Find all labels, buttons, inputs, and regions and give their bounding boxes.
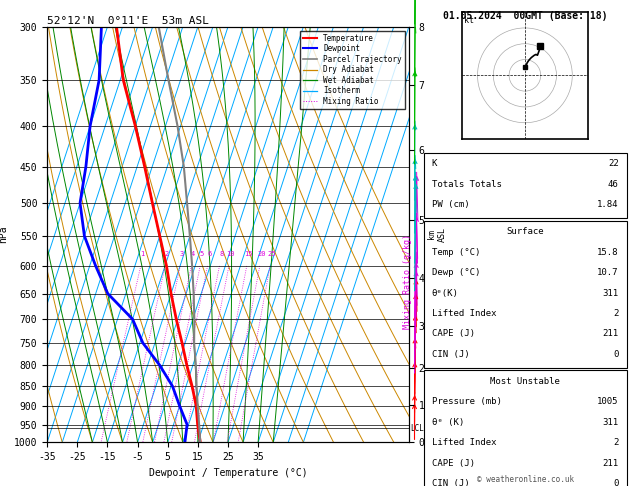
Text: 6: 6 — [207, 251, 211, 257]
Text: Pressure (mb): Pressure (mb) — [431, 398, 502, 406]
Text: 5: 5 — [200, 251, 204, 257]
Text: 8: 8 — [219, 251, 223, 257]
Bar — [423, 370, 627, 486]
Text: 22: 22 — [608, 159, 619, 168]
Text: K: K — [431, 159, 437, 168]
Text: 0: 0 — [613, 479, 619, 486]
Text: CAPE (J): CAPE (J) — [431, 330, 475, 338]
Text: 10: 10 — [226, 251, 235, 257]
Text: Lifted Index: Lifted Index — [431, 309, 496, 318]
Text: 2: 2 — [165, 251, 169, 257]
Text: 1005: 1005 — [597, 398, 619, 406]
Text: 211: 211 — [603, 330, 619, 338]
Text: 2: 2 — [613, 309, 619, 318]
Y-axis label: km
ASL: km ASL — [427, 227, 447, 242]
Text: θᵉ (K): θᵉ (K) — [431, 418, 464, 427]
Text: Dewp (°C): Dewp (°C) — [431, 268, 480, 277]
Text: 15: 15 — [244, 251, 253, 257]
Text: PW (cm): PW (cm) — [431, 200, 469, 209]
Text: 20: 20 — [257, 251, 265, 257]
Legend: Temperature, Dewpoint, Parcel Trajectory, Dry Adiabat, Wet Adiabat, Isotherm, Mi: Temperature, Dewpoint, Parcel Trajectory… — [301, 31, 405, 109]
Text: 10.7: 10.7 — [597, 268, 619, 277]
Text: 1: 1 — [141, 251, 145, 257]
Text: Totals Totals: Totals Totals — [431, 180, 502, 189]
Text: 01.05.2024  00GMT (Base: 18): 01.05.2024 00GMT (Base: 18) — [443, 11, 608, 21]
Text: 0: 0 — [613, 350, 619, 359]
Bar — [423, 153, 627, 218]
Text: kt: kt — [464, 16, 474, 25]
Y-axis label: hPa: hPa — [0, 226, 8, 243]
Text: LCL: LCL — [409, 424, 423, 433]
Text: CIN (J): CIN (J) — [431, 350, 469, 359]
Text: 311: 311 — [603, 418, 619, 427]
Text: 25: 25 — [267, 251, 276, 257]
Text: 52°12'N  0°11'E  53m ASL: 52°12'N 0°11'E 53m ASL — [47, 16, 209, 26]
Text: 4: 4 — [191, 251, 196, 257]
Text: Most Unstable: Most Unstable — [490, 377, 560, 386]
Text: Lifted Index: Lifted Index — [431, 438, 496, 447]
Text: Surface: Surface — [506, 227, 544, 236]
Text: Temp (°C): Temp (°C) — [431, 248, 480, 257]
Text: 1.84: 1.84 — [597, 200, 619, 209]
Bar — [423, 221, 627, 367]
X-axis label: Dewpoint / Temperature (°C): Dewpoint / Temperature (°C) — [148, 468, 308, 478]
Text: 311: 311 — [603, 289, 619, 297]
Text: CAPE (J): CAPE (J) — [431, 459, 475, 468]
Text: 211: 211 — [603, 459, 619, 468]
Text: 2: 2 — [613, 438, 619, 447]
Text: 15.8: 15.8 — [597, 248, 619, 257]
Text: θᵉ(K): θᵉ(K) — [431, 289, 459, 297]
Text: 3: 3 — [180, 251, 184, 257]
Text: Mixing Ratio (g/kg): Mixing Ratio (g/kg) — [403, 234, 412, 330]
Text: 46: 46 — [608, 180, 619, 189]
Text: CIN (J): CIN (J) — [431, 479, 469, 486]
Text: © weatheronline.co.uk: © weatheronline.co.uk — [477, 475, 574, 484]
